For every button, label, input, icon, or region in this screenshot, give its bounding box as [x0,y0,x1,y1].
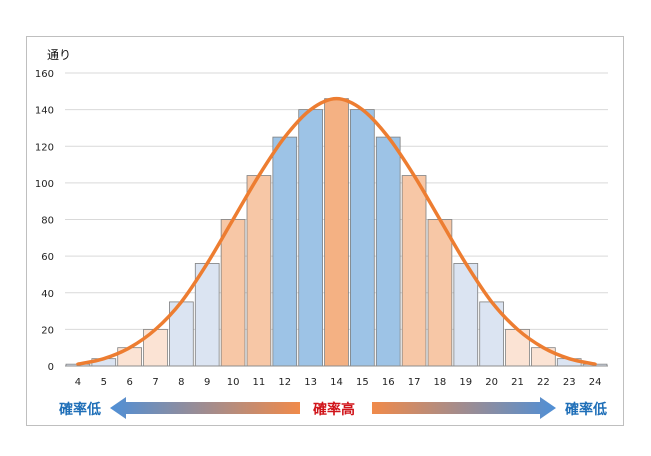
x-tick-label-5: 5 [101,377,107,388]
x-tick-label-13: 13 [304,377,317,388]
y-axis-label: 通り [47,48,71,62]
bar-10 [220,219,246,367]
bars [65,98,608,367]
y-tick-label-0: 0 [48,362,54,373]
bar-15 [350,109,375,367]
bar-16 [375,136,401,367]
x-tick-label-16: 16 [382,377,395,388]
x-tick-label-22: 22 [537,377,550,388]
y-tick-label-40: 40 [41,289,54,300]
x-tick-label-17: 17 [408,377,421,388]
x-tick-label-14: 14 [330,377,343,388]
x-tick-label-9: 9 [204,377,210,388]
curve-layer [76,96,597,366]
x-tick-label-8: 8 [178,377,184,388]
bar-14 [324,98,349,367]
bar-17 [401,175,427,367]
x-tick-label-20: 20 [485,377,498,388]
x-tick-label-18: 18 [434,377,447,388]
y-tick-label-140: 140 [35,106,54,117]
bar-11 [246,175,272,367]
bar-13 [298,109,323,367]
x-tick-label-7: 7 [152,377,158,388]
x-tick-label-6: 6 [126,377,132,388]
x-tick-label-19: 19 [459,377,472,388]
x-tick-label-21: 21 [511,377,524,388]
bar-12 [272,136,298,367]
caption-left: 確率低 [59,401,101,418]
x-tick-label-11: 11 [253,377,266,388]
right-arrow [372,397,556,419]
distribution-curve [76,96,597,366]
chart-frame [26,36,624,426]
y-tick-label-100: 100 [35,179,54,190]
y-tick-label-120: 120 [35,142,54,153]
x-tick-label-12: 12 [278,377,291,388]
y-tick-label-80: 80 [41,216,54,227]
y-tick-label-20: 20 [41,325,54,336]
axes: 0 20 40 60 80 100 120 140 160 4 5 6 7 8 9 10 11 12 13 14 15 1… [35,69,608,388]
caption-center: 確率高 [313,401,355,418]
left-arrow [110,397,300,419]
y-tick-label-160: 160 [35,69,54,80]
x-tick-label-24: 24 [589,377,602,388]
x-tick-label-10: 10 [227,377,240,388]
x-tick-label-4: 4 [75,377,81,388]
y-tick-label-60: 60 [41,252,54,263]
caption-right: 確率低 [565,401,607,418]
x-tick-label-23: 23 [563,377,576,388]
bar-18 [427,219,453,367]
x-tick-label-15: 15 [356,377,369,388]
